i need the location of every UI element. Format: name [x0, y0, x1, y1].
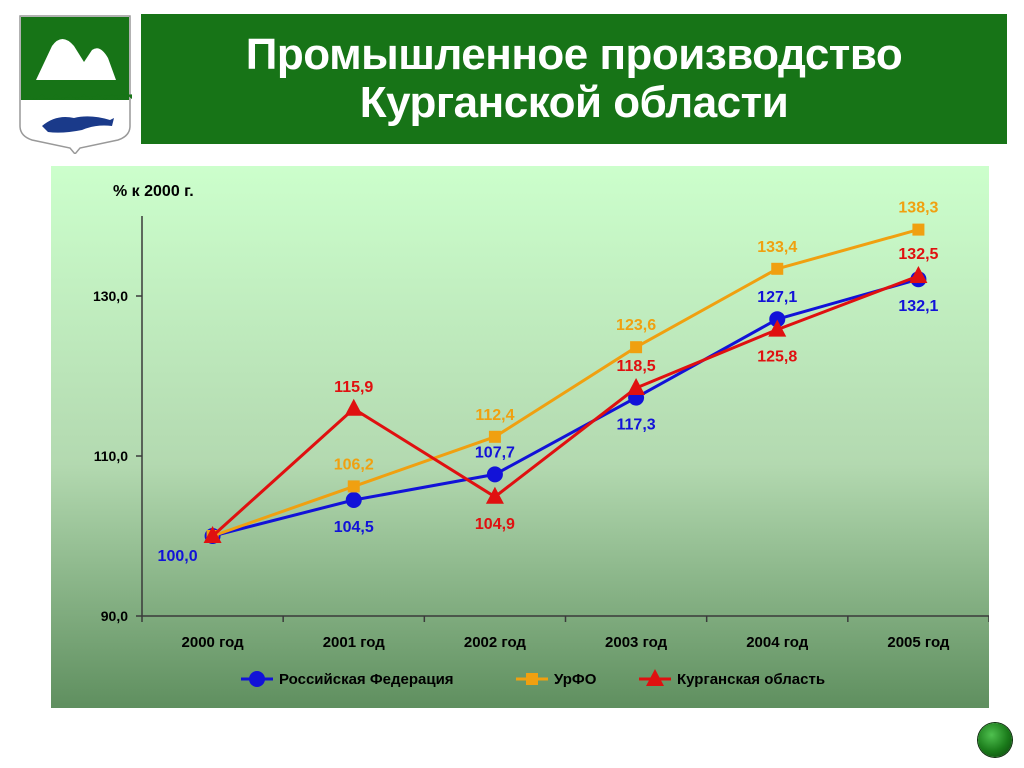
- next-slide-button-icon[interactable]: [978, 723, 1012, 757]
- legend-label: Курганская область: [677, 671, 825, 688]
- legend-marker: [526, 673, 538, 685]
- data-point-3: [909, 266, 928, 283]
- data-point-3: [485, 486, 504, 504]
- y-tick-label: 130,0: [93, 288, 128, 304]
- page-title-line-1: Промышленное производство: [245, 30, 903, 79]
- data-point-1: [486, 466, 503, 483]
- data-point-2: [630, 341, 643, 354]
- x-tick-label: 2001 год: [323, 634, 386, 651]
- data-point-2: [771, 262, 784, 275]
- series-line-1: [212, 277, 919, 538]
- series-line-3: [211, 274, 919, 538]
- data-label: 132,5: [898, 246, 938, 263]
- data-point-3: [203, 526, 222, 543]
- data-point-3: [627, 378, 646, 395]
- legend-marker: [646, 669, 664, 686]
- data-label: 117,3: [617, 417, 656, 434]
- data-label: 123,6: [616, 317, 656, 334]
- data-point-1: [769, 311, 786, 328]
- x-tick-label: 2003 год: [605, 634, 668, 651]
- data-label: 104,5: [334, 519, 374, 536]
- legend-label: УрФО: [554, 671, 597, 688]
- x-tick-label: 2000 год: [182, 634, 245, 651]
- data-label: 112,4: [475, 407, 514, 424]
- data-label: 132,1: [898, 298, 938, 315]
- data-point-3: [344, 398, 363, 416]
- legend-label: Российская Федерация: [279, 671, 454, 688]
- data-point-1: [345, 492, 362, 508]
- series-line-2: [212, 228, 919, 538]
- chart-panel: 90,0 110,0 130,0 2000 год 2001 год 2002 год 20…: [51, 166, 989, 708]
- data-point-2: [347, 480, 360, 493]
- data-label: 107,7: [475, 444, 515, 461]
- data-point-3: [768, 319, 787, 337]
- data-label: 127,1: [757, 289, 797, 306]
- y-tick-label: 110,0: [94, 448, 128, 464]
- data-point-2: [488, 430, 501, 443]
- data-label: 125,8: [757, 349, 797, 366]
- data-point-2: [912, 223, 925, 236]
- data-label: 118,5: [617, 358, 656, 375]
- data-label: 104,9: [475, 516, 515, 533]
- data-label: 115,9: [334, 379, 373, 396]
- legend-marker: [249, 671, 265, 687]
- x-tick-label: 2002 год: [464, 634, 527, 651]
- data-label: 106,2: [334, 456, 374, 473]
- title-banner: Промышленное производство Курганской обл…: [141, 14, 1007, 144]
- x-tick-label: 2004 год: [746, 634, 809, 651]
- data-label: 133,4: [757, 239, 797, 256]
- y-axis-label: % к 2000 г.: [113, 183, 194, 200]
- x-tick-label: 2005 год: [887, 634, 950, 651]
- coat-of-arms-icon: [18, 14, 140, 156]
- y-tick-label: 90,0: [101, 608, 128, 624]
- data-label: 138,3: [898, 200, 938, 217]
- data-label: 100,0: [158, 548, 198, 565]
- page-title-line-2: Курганской области: [359, 78, 789, 127]
- chart-background: [51, 166, 989, 708]
- line-chart: 90,0 110,0 130,0 2000 год 2001 год 2002 год 20…: [51, 166, 989, 708]
